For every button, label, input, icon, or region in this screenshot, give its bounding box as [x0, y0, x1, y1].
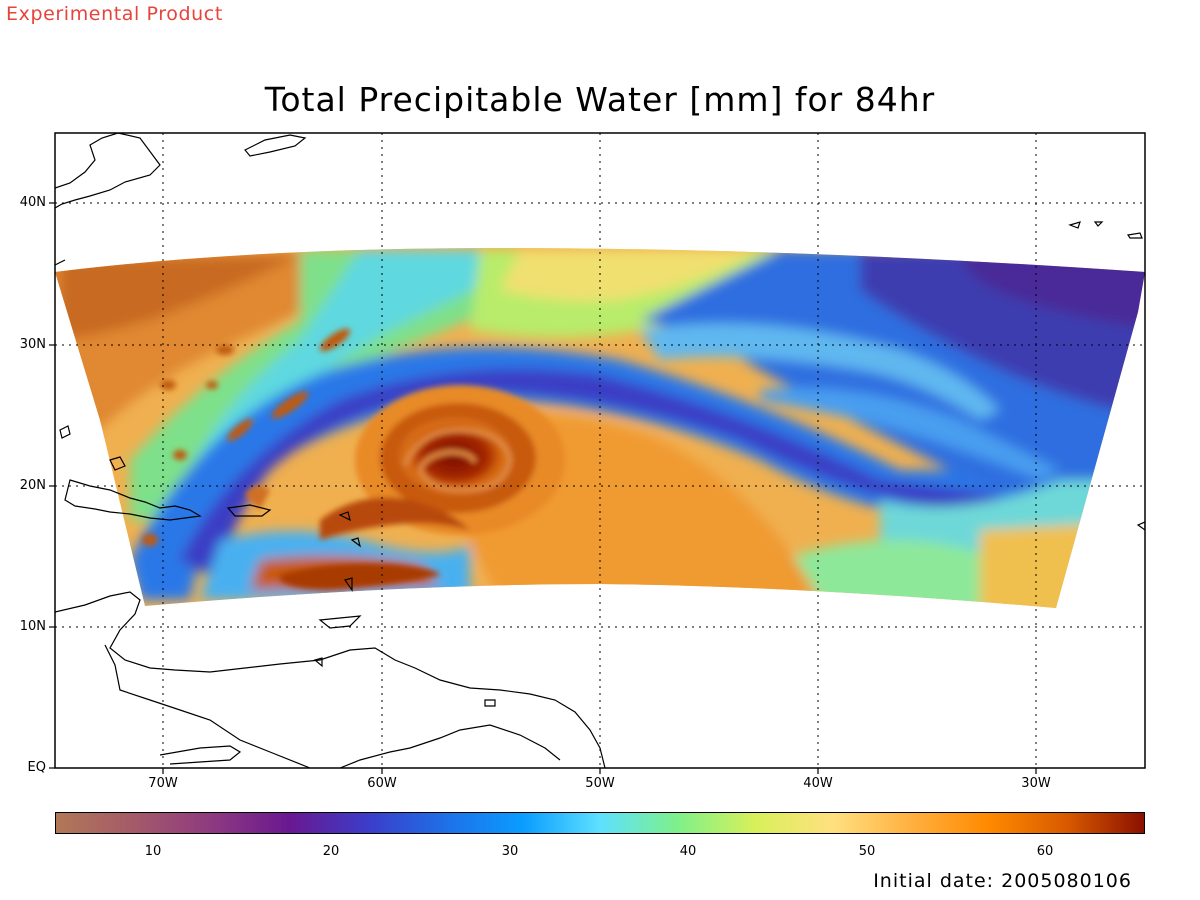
colorbar-label-10: 10 — [144, 844, 162, 859]
colorbar-label-50: 50 — [858, 844, 876, 859]
lon-label-30w: 30W — [1021, 776, 1051, 791]
colorbar-label-20: 20 — [322, 844, 340, 859]
experimental-product-badge: Experimental Product — [6, 3, 223, 25]
lat-label-20n: 20N — [19, 478, 46, 493]
lat-label-30n: 30N — [19, 337, 46, 352]
lon-label-40w: 40W — [803, 776, 833, 791]
lat-label-10n: 10N — [19, 619, 46, 634]
initial-date: Initial date: 2005080106 — [873, 870, 1132, 892]
colorbar-label-30: 30 — [501, 844, 519, 859]
graticule — [55, 133, 1145, 768]
map-title: Total Precipitable Water [mm] for 84hr — [264, 80, 936, 119]
tpw-field — [55, 248, 1145, 608]
colorbar — [55, 812, 1145, 834]
axis-ticks — [49, 202, 1037, 774]
storm-core — [245, 385, 565, 590]
lon-label-50w: 50W — [585, 776, 615, 791]
colorbar-label-40: 40 — [679, 844, 697, 859]
coastlines — [55, 133, 1145, 768]
lon-label-60w: 60W — [367, 776, 397, 791]
lat-label-eq: EQ — [27, 760, 46, 775]
colorbar-label-60: 60 — [1036, 844, 1054, 859]
lon-label-70w: 70W — [148, 776, 178, 791]
lat-label-40n: 40N — [19, 195, 46, 210]
